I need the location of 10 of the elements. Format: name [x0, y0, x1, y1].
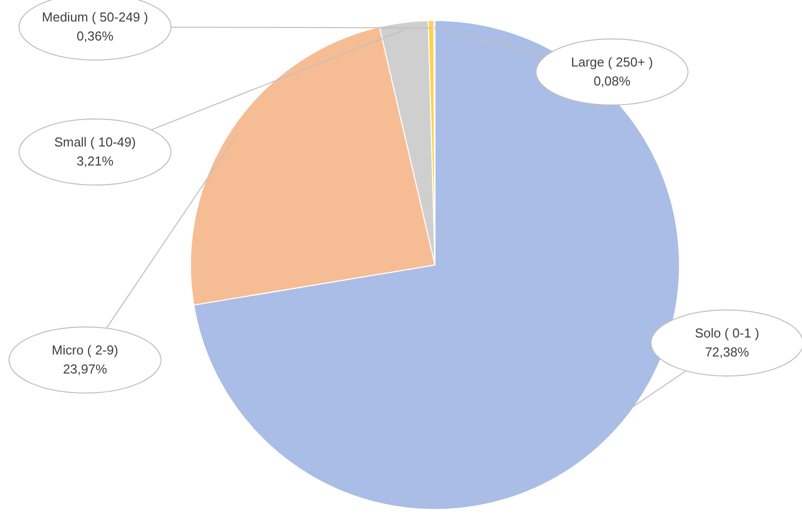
data-label: 23,97% — [62, 362, 108, 377]
slice-label: Solo ( 0-1 ) — [694, 326, 760, 341]
data-label: 0,36% — [76, 28, 114, 44]
data-label: 0,08% — [594, 74, 631, 89]
slice-label: Medium ( 50-249 ) — [42, 10, 148, 25]
slice-label: Micro ( 2-9) — [52, 342, 118, 358]
slice-label: Large ( 250+ ) — [570, 54, 654, 70]
slice-label: Small ( 10-49) — [54, 134, 136, 150]
data-label: 72,38% — [704, 344, 750, 360]
data-label: 3,21% — [76, 154, 114, 169]
